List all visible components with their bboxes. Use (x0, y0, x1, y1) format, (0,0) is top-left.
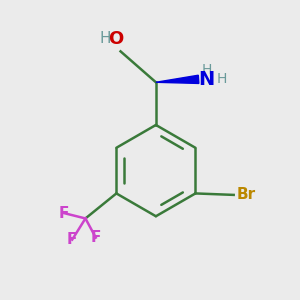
Text: N: N (199, 70, 215, 89)
Text: Br: Br (237, 188, 256, 202)
Text: F: F (91, 230, 101, 245)
Text: H: H (100, 32, 111, 46)
Text: F: F (59, 206, 69, 221)
Text: H: H (217, 72, 227, 86)
Text: H: H (202, 63, 212, 77)
Text: F: F (67, 232, 77, 247)
Polygon shape (156, 75, 199, 83)
Text: O: O (109, 30, 124, 48)
